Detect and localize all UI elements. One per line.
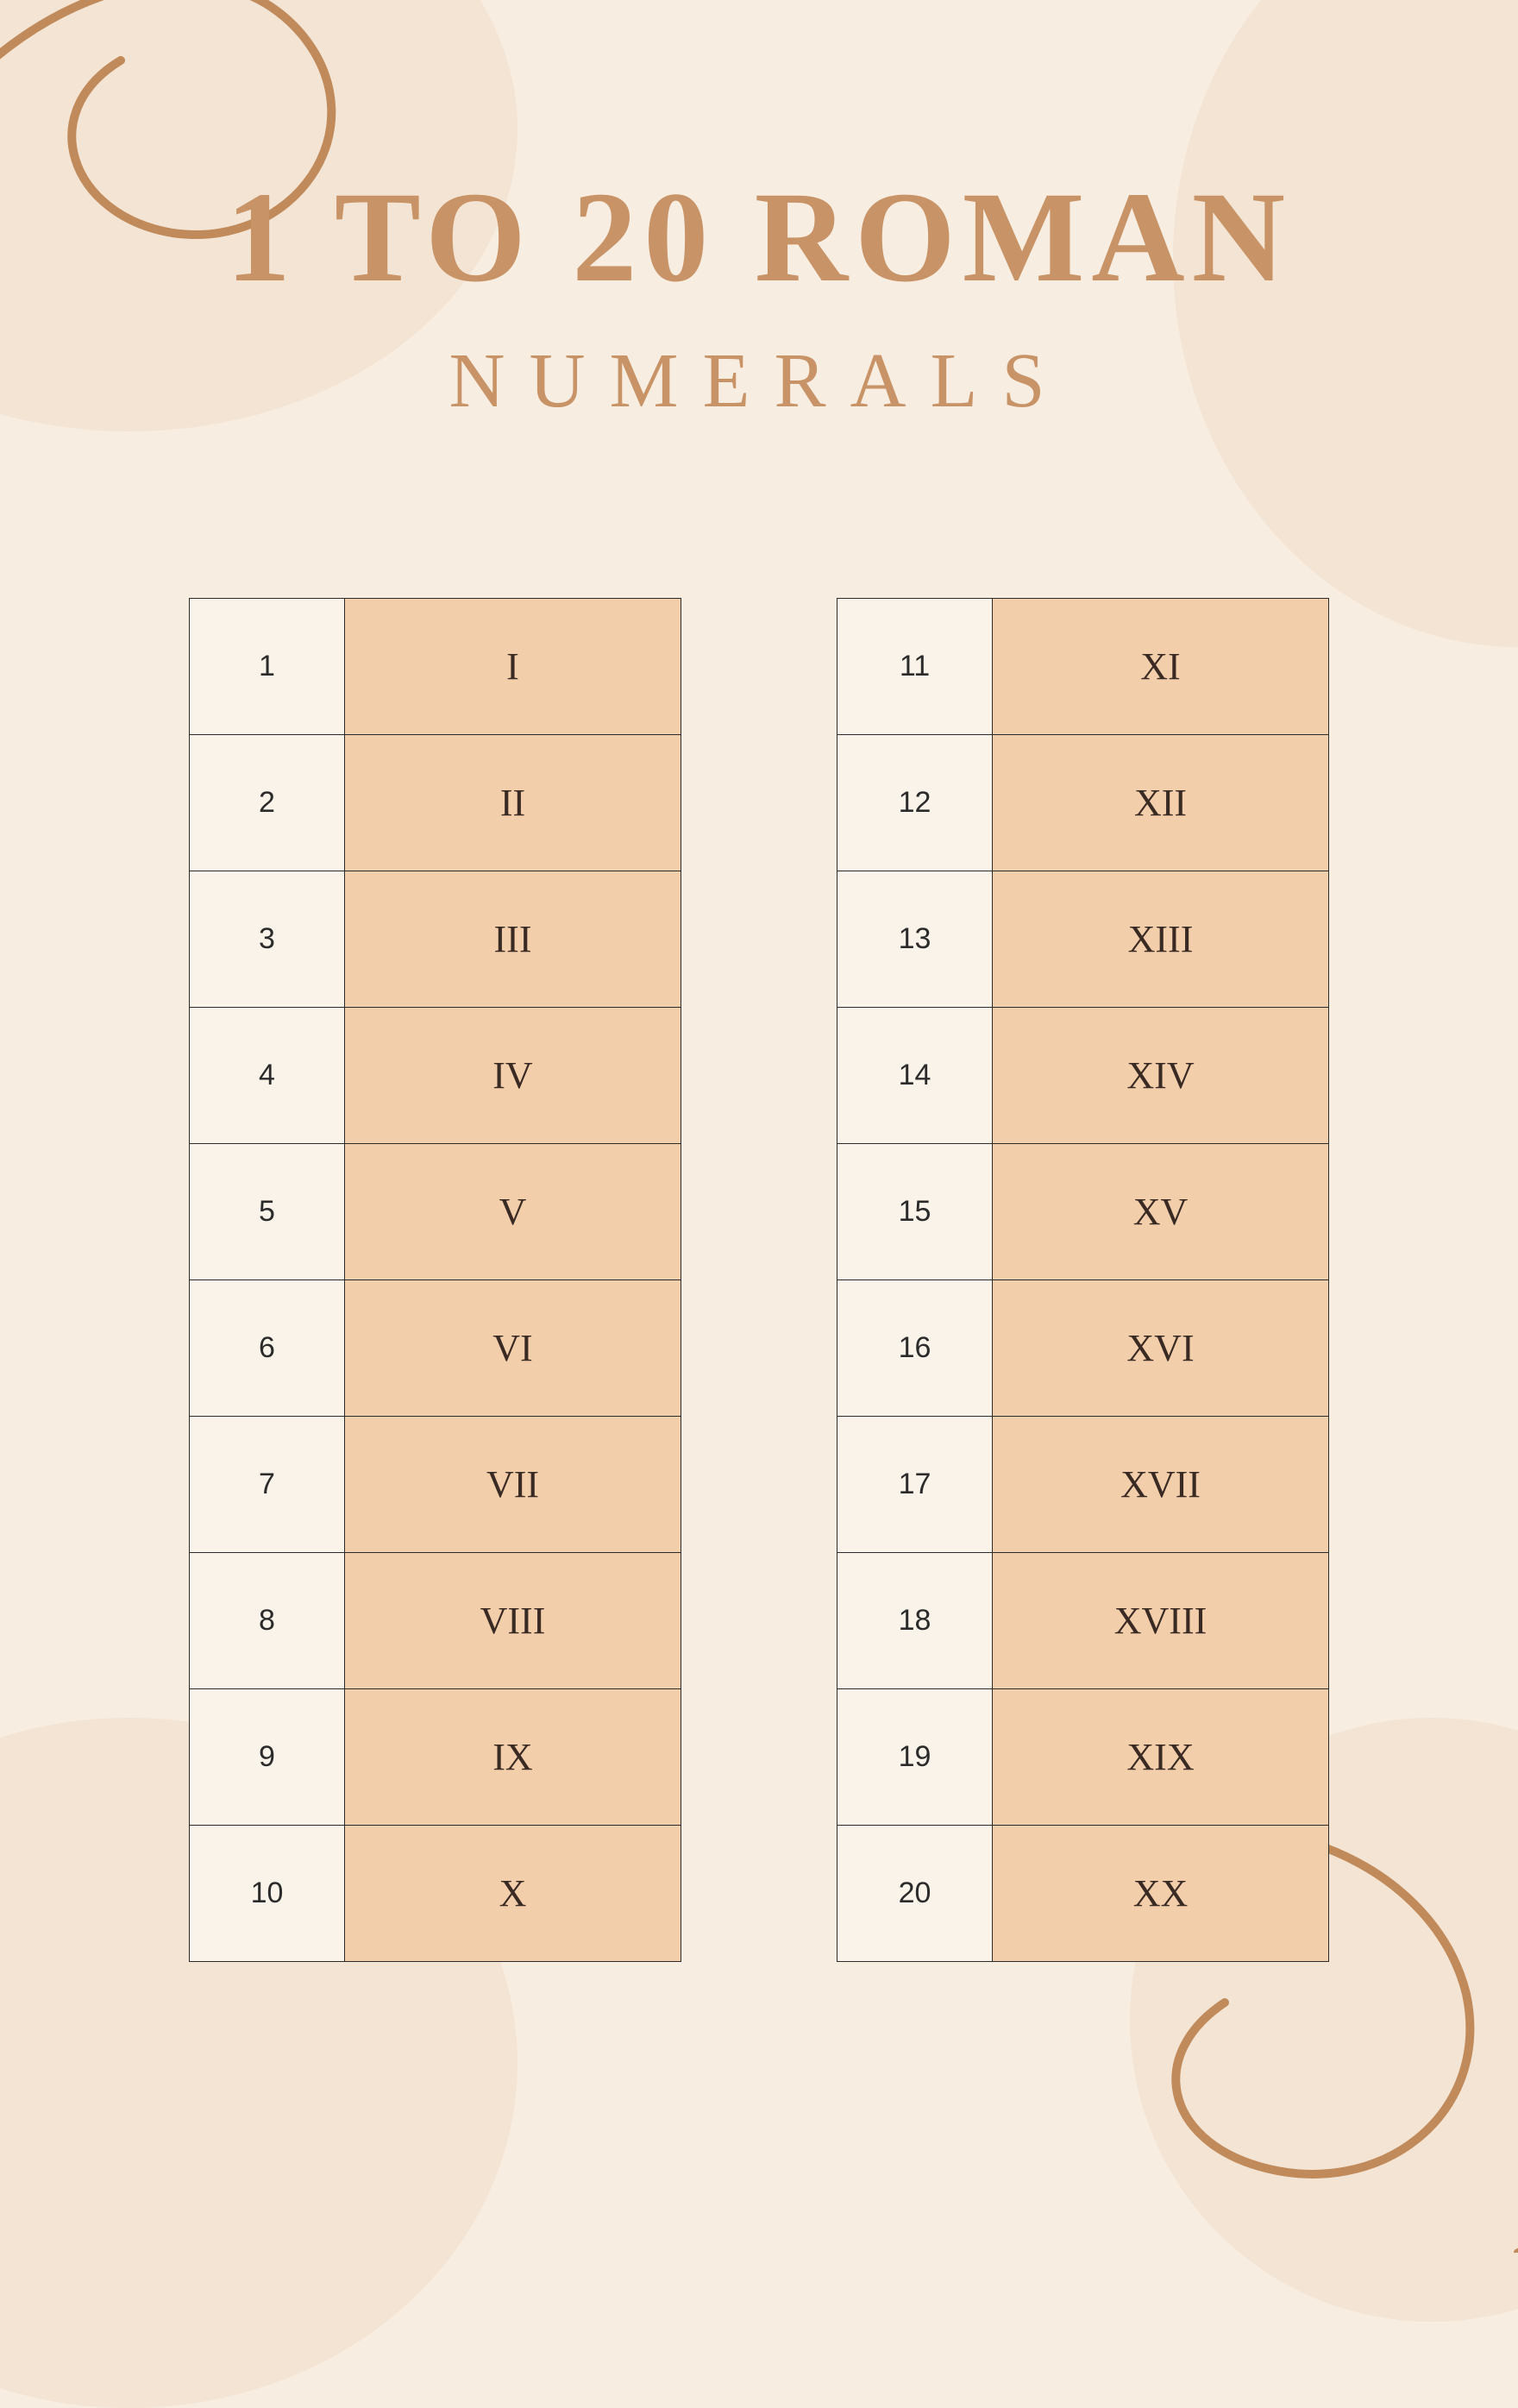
table-row: 1 I — [190, 599, 681, 735]
table-row: 6 VI — [190, 1280, 681, 1417]
roman-cell: XVII — [993, 1417, 1329, 1553]
roman-table-right: 11 XI 12 XII 13 XIII 14 XIV 15 XV 16 XVI — [837, 598, 1329, 1962]
table-row: 13 XIII — [837, 871, 1329, 1008]
roman-cell: VI — [345, 1280, 681, 1417]
number-cell: 4 — [190, 1008, 345, 1144]
roman-cell: XII — [993, 735, 1329, 871]
header: 1 TO 20 ROMAN NUMERALS — [0, 0, 1518, 425]
number-cell: 20 — [837, 1826, 993, 1962]
page-subtitle: NUMERALS — [0, 336, 1518, 425]
table-row: 17 XVII — [837, 1417, 1329, 1553]
roman-cell: XVIII — [993, 1553, 1329, 1689]
table-row: 3 III — [190, 871, 681, 1008]
table-row: 18 XVIII — [837, 1553, 1329, 1689]
roman-cell: XVI — [993, 1280, 1329, 1417]
roman-cell: VIII — [345, 1553, 681, 1689]
roman-cell: II — [345, 735, 681, 871]
table-row: 12 XII — [837, 735, 1329, 871]
roman-cell: III — [345, 871, 681, 1008]
roman-cell: XIII — [993, 871, 1329, 1008]
table-row: 9 IX — [190, 1689, 681, 1826]
roman-table-left: 1 I 2 II 3 III 4 IV 5 V 6 VI — [189, 598, 681, 1962]
roman-cell: VII — [345, 1417, 681, 1553]
roman-cell: XI — [993, 599, 1329, 735]
roman-cell: IX — [345, 1689, 681, 1826]
page-title: 1 TO 20 ROMAN — [0, 173, 1518, 302]
table-row: 20 XX — [837, 1826, 1329, 1962]
roman-cell: XIV — [993, 1008, 1329, 1144]
number-cell: 14 — [837, 1008, 993, 1144]
number-cell: 13 — [837, 871, 993, 1008]
number-cell: 11 — [837, 599, 993, 735]
number-cell: 16 — [837, 1280, 993, 1417]
table-row: 5 V — [190, 1144, 681, 1280]
number-cell: 10 — [190, 1826, 345, 1962]
table-row: 2 II — [190, 735, 681, 871]
table-row: 15 XV — [837, 1144, 1329, 1280]
number-cell: 17 — [837, 1417, 993, 1553]
table-row: 16 XVI — [837, 1280, 1329, 1417]
number-cell: 18 — [837, 1553, 993, 1689]
number-cell: 2 — [190, 735, 345, 871]
number-cell: 5 — [190, 1144, 345, 1280]
number-cell: 19 — [837, 1689, 993, 1826]
roman-cell: XIX — [993, 1689, 1329, 1826]
table-row: 10 X — [190, 1826, 681, 1962]
number-cell: 8 — [190, 1553, 345, 1689]
roman-cell: XV — [993, 1144, 1329, 1280]
roman-cell: V — [345, 1144, 681, 1280]
number-cell: 12 — [837, 735, 993, 871]
number-cell: 9 — [190, 1689, 345, 1826]
table-row: 11 XI — [837, 599, 1329, 735]
number-cell: 6 — [190, 1280, 345, 1417]
table-row: 7 VII — [190, 1417, 681, 1553]
table-row: 14 XIV — [837, 1008, 1329, 1144]
roman-cell: IV — [345, 1008, 681, 1144]
roman-cell: XX — [993, 1826, 1329, 1962]
tables-container: 1 I 2 II 3 III 4 IV 5 V 6 VI — [0, 598, 1518, 1962]
number-cell: 3 — [190, 871, 345, 1008]
number-cell: 15 — [837, 1144, 993, 1280]
number-cell: 7 — [190, 1417, 345, 1553]
number-cell: 1 — [190, 599, 345, 735]
table-row: 8 VIII — [190, 1553, 681, 1689]
table-row: 19 XIX — [837, 1689, 1329, 1826]
table-row: 4 IV — [190, 1008, 681, 1144]
roman-cell: X — [345, 1826, 681, 1962]
roman-cell: I — [345, 599, 681, 735]
